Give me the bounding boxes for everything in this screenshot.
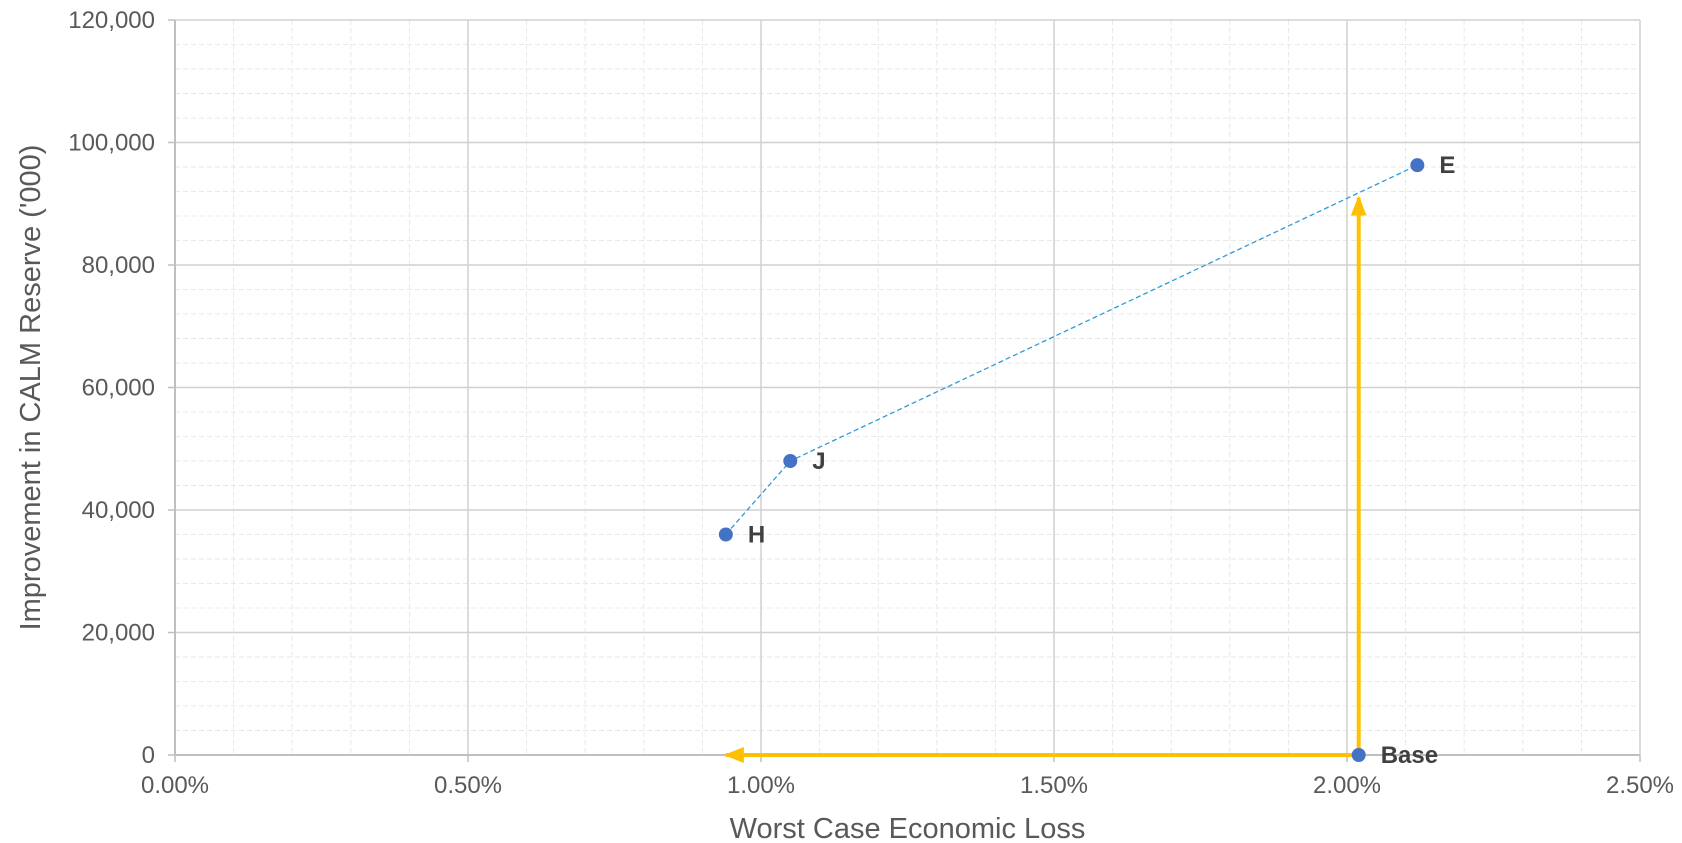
data-point-j — [783, 454, 798, 468]
point-label-j: J — [812, 448, 825, 475]
x-tick-labels: 0.00% 0.50% 1.00% 1.50% 2.00% 2.50% — [141, 772, 1674, 799]
x-tick-label: 2.00% — [1313, 772, 1381, 799]
point-label-e: E — [1439, 152, 1455, 179]
y-axis-title: Improvement in CALM Reserve ('000) — [15, 145, 47, 631]
y-tick-label: 0 — [142, 742, 155, 769]
y-tick-label: 120,000 — [68, 7, 155, 34]
x-tick-label: 2.50% — [1606, 772, 1674, 799]
trend-line — [725, 164, 1418, 535]
data-point-e — [1410, 158, 1425, 173]
axes — [168, 19, 1641, 762]
data-points — [718, 158, 1425, 762]
point-label-base: Base — [1381, 742, 1438, 769]
y-tick-label: 60,000 — [82, 375, 155, 402]
data-point-h — [718, 527, 733, 542]
y-tick-label: 20,000 — [82, 620, 155, 647]
data-point-base — [1351, 748, 1366, 762]
x-tick-label: 1.00% — [727, 772, 795, 799]
point-label-h: H — [748, 522, 765, 549]
y-tick-label: 40,000 — [82, 497, 155, 524]
x-tick-label: 0.50% — [434, 772, 502, 799]
x-tick-label: 1.50% — [1020, 772, 1088, 799]
y-tick-label: 100,000 — [68, 130, 155, 157]
y-tick-labels: 0 20,000 40,000 60,000 80,000 100,000 120,000 — [68, 7, 155, 769]
arrows-group — [723, 195, 1367, 763]
major-grid — [175, 19, 1641, 755]
x-tick-label: 0.00% — [141, 772, 209, 799]
point-labels: Base H J E — [748, 152, 1455, 769]
y-tick-label: 80,000 — [82, 252, 155, 279]
trend-line-group — [725, 164, 1418, 535]
x-axis-title: Worst Case Economic Loss — [730, 813, 1086, 843]
